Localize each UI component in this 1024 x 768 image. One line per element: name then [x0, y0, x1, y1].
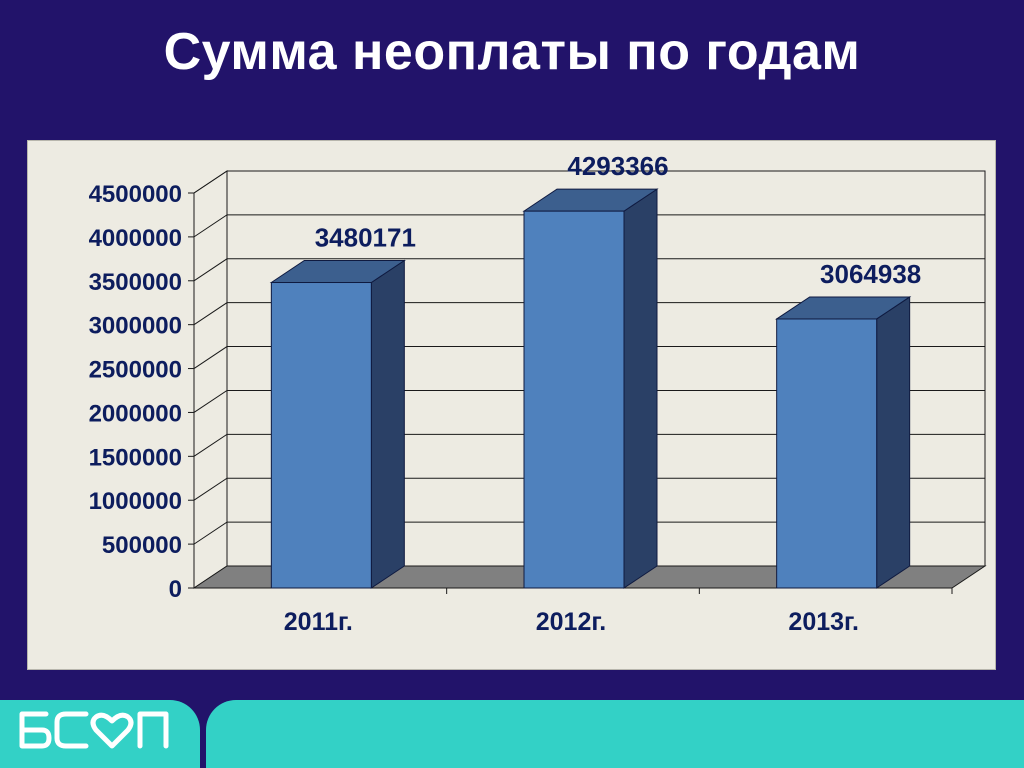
y-tick-label: 4000000 — [89, 225, 182, 252]
gridline — [193, 170, 985, 194]
gridline — [193, 214, 985, 238]
bar-side — [623, 188, 658, 589]
gridline — [193, 346, 985, 369]
x-tick-label: 2013г. — [788, 608, 858, 636]
y-tick-label: 3000000 — [89, 313, 182, 340]
x-tick-label: 2011г. — [284, 608, 353, 636]
y-tick-label: 1000000 — [89, 488, 182, 515]
bar-chart: 0 500000 1000000 1500000 2000000 2500000 30000… — [89, 151, 987, 636]
bar — [776, 318, 878, 589]
gridline — [193, 389, 985, 413]
data-label: 4293366 — [567, 151, 668, 181]
gridline — [193, 521, 985, 545]
bar — [270, 282, 372, 589]
data-label: 3064938 — [820, 259, 921, 289]
chart-panel: 0 500000 1000000 1500000 2000000 2500000 30000… — [27, 140, 996, 670]
y-tick-label: 1500000 — [89, 444, 182, 471]
gridline — [193, 433, 985, 457]
y-tick-label: 4500000 — [89, 181, 182, 208]
footer-right-band — [206, 700, 1024, 768]
bsmp-logo — [19, 711, 169, 749]
bar — [523, 210, 625, 589]
data-label: 3480171 — [315, 223, 416, 253]
bar-side — [876, 296, 911, 589]
slide-title: Сумма неоплаты по годам — [163, 23, 861, 81]
y-tick-label: 0 — [169, 576, 182, 603]
gridline — [193, 258, 985, 282]
y-tick-label: 3500000 — [89, 269, 182, 296]
gridline — [193, 477, 985, 501]
bar-side — [370, 259, 405, 589]
y-tick-label: 2000000 — [89, 400, 182, 427]
y-tick-label: 500000 — [102, 532, 182, 559]
gridline — [193, 302, 985, 326]
x-tick-label: 2012г. — [536, 608, 606, 636]
y-tick-label: 2500000 — [89, 357, 182, 384]
